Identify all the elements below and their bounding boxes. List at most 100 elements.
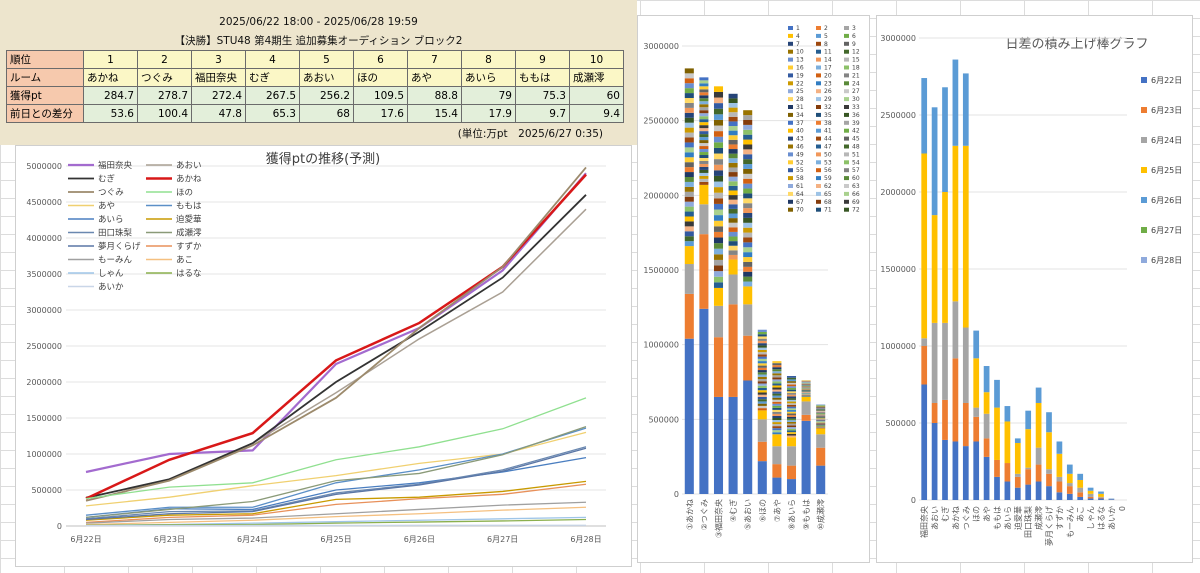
bar-segment bbox=[816, 415, 826, 417]
bar-segment bbox=[786, 403, 797, 405]
bar-segment bbox=[684, 221, 694, 227]
legend-swatch bbox=[816, 168, 821, 173]
bar-segment bbox=[713, 259, 724, 266]
table-cell: 9.4 bbox=[569, 104, 624, 123]
bar-segment bbox=[743, 188, 753, 194]
stacked-bar-chart-panel[interactable]: 0 500000 1000000 1500000 2000000 2500000 30000… bbox=[637, 15, 870, 563]
bar-segment bbox=[713, 287, 724, 306]
bar-segment bbox=[757, 419, 767, 442]
bar-segment bbox=[699, 184, 709, 205]
bar-segment bbox=[786, 399, 797, 402]
legend-label: 59 bbox=[824, 175, 832, 182]
legend-label: 39 bbox=[852, 120, 860, 127]
bar-segment bbox=[772, 387, 782, 390]
bar-segment bbox=[728, 218, 738, 223]
bar-segment bbox=[699, 110, 709, 114]
bar-segment bbox=[757, 401, 767, 404]
bar-segment bbox=[942, 399, 948, 440]
legend-swatch bbox=[1141, 227, 1147, 233]
bar-segment bbox=[743, 159, 753, 165]
legend-swatch bbox=[816, 81, 821, 86]
bar-segment bbox=[728, 231, 738, 237]
legend-swatch bbox=[816, 33, 821, 38]
legend-label: しゃん bbox=[98, 269, 124, 279]
x-tick-label: ④むぎ bbox=[728, 499, 738, 522]
legend-swatch bbox=[788, 176, 793, 181]
legend-label: 40 bbox=[796, 128, 804, 135]
bar-segment bbox=[684, 127, 694, 133]
legend-swatch bbox=[816, 41, 821, 46]
bar-segment bbox=[1035, 387, 1042, 403]
bar-segment bbox=[772, 371, 782, 374]
bar-segment bbox=[743, 134, 753, 140]
bar-segment bbox=[1004, 406, 1011, 422]
x-tick-label: 6月24日 bbox=[237, 535, 268, 544]
daily-diff-stacked-chart: 日差の積み上げ棒グラフ 0 500000 1000000 1500000 2000000 2… bbox=[880, 34, 1182, 546]
bar-segment bbox=[816, 434, 826, 448]
legend-label: つぐみ bbox=[98, 188, 124, 198]
legend-label: 62 bbox=[824, 183, 832, 190]
bar-segment bbox=[816, 408, 826, 410]
bar-segment bbox=[728, 208, 738, 214]
x-tick-label: あこ bbox=[1076, 506, 1085, 522]
table-cell: むぎ bbox=[245, 68, 300, 87]
legend-label: 6月28日 bbox=[1151, 256, 1182, 265]
table-cell: 88.8 bbox=[407, 86, 462, 105]
y-tick-label: 3500000 bbox=[26, 270, 62, 279]
bar-segment bbox=[952, 59, 959, 146]
bar-segment bbox=[699, 104, 709, 108]
bar-segment bbox=[942, 439, 948, 500]
bar-segment bbox=[743, 203, 753, 209]
y-tick-label: 2000000 bbox=[643, 191, 679, 200]
bar-segment bbox=[921, 384, 928, 500]
bar-segment bbox=[728, 245, 738, 251]
legend-swatch bbox=[844, 199, 849, 204]
legend-label: 6月25日 bbox=[1151, 166, 1182, 175]
daily-diff-stacked-chart-panel[interactable]: 日差の積み上げ棒グラフ 0 500000 1000000 1500000 2000000 2… bbox=[876, 15, 1193, 563]
y-tick-label: 4000000 bbox=[26, 234, 62, 243]
bar-segment bbox=[816, 420, 826, 422]
series-line bbox=[85, 173, 587, 500]
bar-segment bbox=[1077, 479, 1084, 488]
bar-segment bbox=[728, 139, 738, 145]
bar-segment bbox=[684, 112, 694, 118]
bar-segment bbox=[931, 215, 938, 323]
bar-segment bbox=[757, 392, 767, 395]
legend-label: 27 bbox=[852, 88, 860, 95]
bar-segment bbox=[728, 121, 738, 127]
bar-segment bbox=[816, 416, 826, 418]
table-cell: 17.9 bbox=[461, 104, 516, 123]
bar-segment bbox=[757, 374, 767, 377]
bar-segment bbox=[757, 343, 767, 346]
legend-swatch bbox=[844, 41, 849, 46]
table-cell: 267.5 bbox=[245, 86, 300, 105]
bar-segment bbox=[713, 226, 724, 232]
bar-segment bbox=[816, 405, 826, 406]
bar-segment bbox=[786, 386, 797, 388]
table-cell: あや bbox=[407, 68, 462, 87]
bar-segment bbox=[728, 93, 738, 99]
bar-segment bbox=[816, 424, 826, 425]
legend-swatch bbox=[844, 57, 849, 62]
y-tick-label: 1500000 bbox=[880, 265, 916, 274]
bar-segment bbox=[699, 163, 709, 167]
bar-segment bbox=[1046, 469, 1052, 474]
legend-label: 47 bbox=[824, 144, 832, 151]
bar-segment bbox=[743, 110, 753, 116]
series-line bbox=[85, 194, 587, 499]
bar-segment bbox=[786, 418, 797, 421]
legend-label: 65 bbox=[824, 191, 832, 198]
bar-segment bbox=[1056, 492, 1063, 500]
table-cell: ももは bbox=[515, 68, 570, 87]
bar-segment bbox=[757, 367, 767, 371]
legend-label: 12 bbox=[852, 49, 860, 56]
bar-segment bbox=[713, 164, 724, 171]
bar-segment bbox=[699, 113, 709, 117]
bar-segment bbox=[772, 418, 782, 421]
bar-segment bbox=[743, 217, 753, 223]
bar-segment bbox=[772, 413, 782, 416]
bar-segment bbox=[699, 95, 709, 99]
legend-swatch bbox=[1141, 137, 1147, 143]
bar-segment bbox=[1066, 473, 1073, 484]
line-chart-panel[interactable]: 獲得ptの推移(予測) 0 500000 1000000 1500000 2000000 2… bbox=[15, 145, 632, 567]
